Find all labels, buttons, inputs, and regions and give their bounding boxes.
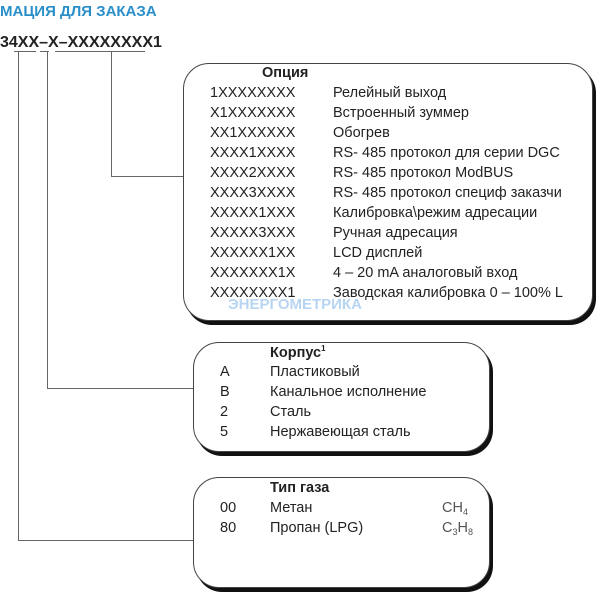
housing-code: B: [220, 384, 230, 400]
connector-options-h: [111, 176, 184, 177]
gas-formula: CH4: [442, 500, 468, 517]
option-desc: Ручная адресация: [333, 225, 458, 241]
connector-gas: [18, 52, 19, 541]
gas-code: 80: [220, 520, 237, 536]
housing-desc: Сталь: [270, 404, 312, 420]
option-code: XXXXXX1XX: [210, 245, 296, 261]
option-code: XX1XXXXXX: [210, 125, 296, 141]
options-header: Опция: [262, 65, 309, 81]
option-code: XXXXXXX1X: [210, 265, 296, 281]
housing-code: A: [220, 364, 230, 380]
underline-gas: [14, 51, 36, 52]
option-code: XXXXX1XXX: [210, 205, 296, 221]
housing-box: [193, 342, 490, 452]
option-code: XXXX1XXXX: [210, 145, 296, 161]
option-desc: Обогрев: [333, 125, 390, 141]
housing-desc: Пластиковый: [270, 364, 360, 380]
option-code: XXXX2XXXX: [210, 165, 296, 181]
option-desc: Заводская калибровка 0 – 100% L: [333, 285, 563, 301]
option-desc: Релейный выход: [333, 85, 447, 101]
option-code: XXXX3XXXX: [210, 185, 296, 201]
gas-desc: Пропан (LPG): [270, 520, 364, 536]
connector-housing: [47, 52, 48, 389]
section-title: МАЦИЯ ДЛЯ ЗАКАЗА: [0, 3, 157, 20]
order-code: 34XX–X–XXXXXXXX1: [0, 34, 162, 51]
option-desc: Встроенный зуммер: [333, 105, 469, 121]
housing-code: 2: [220, 404, 229, 420]
gas-header: Тип газа: [270, 480, 330, 496]
option-desc: RS- 485 протокол для серии DGC: [333, 145, 560, 161]
housing-desc: Нержавеющая сталь: [270, 424, 411, 440]
housing-code: 5: [220, 424, 229, 440]
underline-housing: [40, 51, 49, 52]
gas-formula: C3H8: [442, 520, 473, 537]
watermark: ЭНЕРГОМЕТРИКА: [228, 296, 362, 313]
underline-options: [55, 51, 145, 52]
option-desc: 4 – 20 mA аналоговый вход: [333, 265, 518, 281]
option-code: 1XXXXXXXX: [210, 85, 296, 101]
option-code: X1XXXXXXX: [210, 105, 296, 121]
connector-gas-h: [18, 540, 194, 541]
option-desc: RS- 485 протокол специф заказчи: [333, 185, 562, 201]
option-code: XXXXX3XXX: [210, 225, 296, 241]
option-desc: Калибровка\режим адресации: [333, 205, 538, 221]
connector-housing-h: [47, 388, 194, 389]
gas-box: [193, 477, 490, 588]
connector-options: [111, 52, 112, 177]
housing-desc: Канальное исполнение: [270, 384, 427, 400]
gas-code: 00: [220, 500, 237, 516]
option-desc: LCD дисплей: [333, 245, 423, 261]
gas-desc: Метан: [270, 500, 313, 516]
housing-header: Корпус1: [270, 344, 326, 361]
option-code: XXXXXXXX1: [210, 285, 296, 301]
options-box: [183, 63, 593, 321]
option-desc: RS- 485 протокол ModBUS: [333, 165, 514, 181]
